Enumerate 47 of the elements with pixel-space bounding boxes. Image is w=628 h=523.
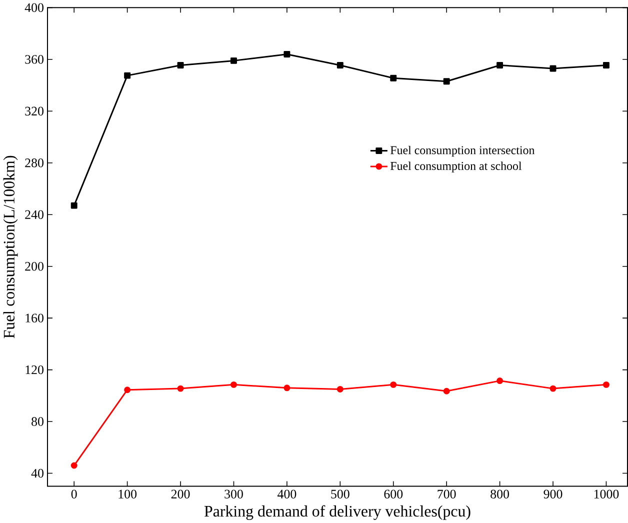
- point: [336, 62, 344, 68]
- x-tick-label: 1000: [594, 490, 619, 498]
- point: [390, 381, 397, 388]
- x-tick-label: 200: [171, 490, 190, 498]
- legend-label: Fuel consumption intersection: [390, 146, 535, 157]
- x-tick-label: 400: [278, 490, 296, 498]
- x-tick-label: 0: [71, 490, 77, 498]
- y-tick-label: 320: [25, 106, 44, 116]
- x-tick-label: 800: [490, 490, 510, 498]
- x-tick-label: 100: [118, 490, 137, 498]
- point: [124, 386, 131, 393]
- y-tick-label: 160: [26, 314, 44, 322]
- y-tick-label: 40: [31, 468, 44, 478]
- legend-label: Fuel consumption at school: [390, 161, 522, 172]
- y-tick-label: 80: [32, 417, 44, 426]
- point: [443, 78, 450, 85]
- point: [602, 62, 610, 68]
- point: [230, 57, 237, 64]
- y-tick-label: 240: [25, 210, 44, 219]
- y-tick-label: 280: [25, 158, 44, 168]
- point: [550, 385, 556, 392]
- point: [496, 377, 504, 384]
- x-tick-label: 600: [384, 490, 403, 498]
- y-tick-label: 360: [25, 54, 44, 64]
- x-axis-title: Parking demand of delivery vehicles(pcu): [204, 505, 470, 520]
- y-tick-label: 400: [24, 3, 44, 12]
- x-tick-label: 300: [224, 490, 243, 498]
- point: [284, 50, 290, 58]
- point: [284, 384, 290, 392]
- point: [550, 65, 556, 72]
- y-axis-title: Fuel consumption(L/100km): [3, 156, 18, 338]
- point: [230, 381, 237, 388]
- point: [70, 462, 78, 469]
- point: [336, 386, 344, 392]
- point: [177, 62, 184, 68]
- point: [177, 385, 184, 392]
- point: [443, 388, 450, 394]
- x-tick-label: 500: [331, 490, 350, 498]
- point: [70, 202, 78, 209]
- x-tick-label: 700: [438, 490, 456, 498]
- point: [390, 74, 397, 82]
- point: [124, 72, 131, 79]
- point: [496, 62, 504, 68]
- x-tick-label: 900: [544, 490, 562, 498]
- y-tick-label: 120: [26, 365, 44, 374]
- y-tick-label: 200: [25, 262, 44, 271]
- point: [602, 381, 610, 388]
